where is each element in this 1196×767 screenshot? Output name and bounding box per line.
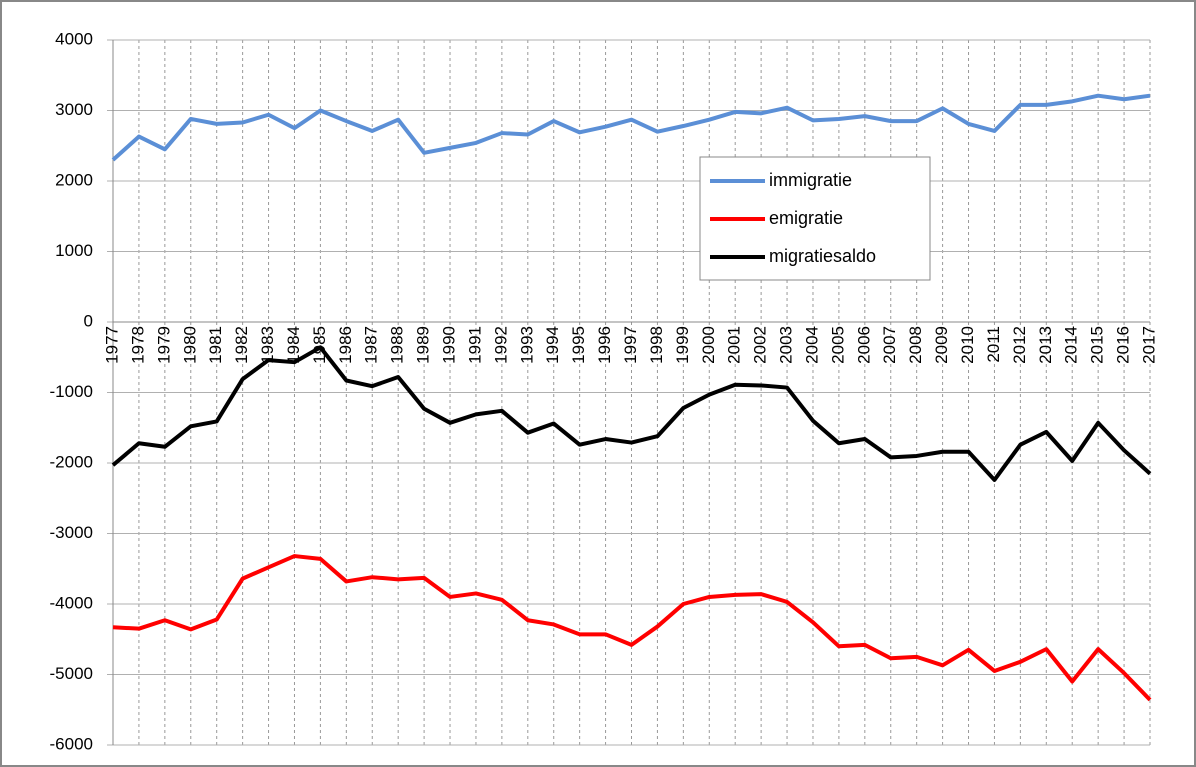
x-tick-label: 1983 [258,326,277,364]
x-tick-label: 2006 [854,326,873,364]
legend: immigratie emigratie migratiesaldo [699,156,931,281]
x-tick-label: 1982 [232,326,251,364]
x-tick-label: 2015 [1088,326,1107,364]
line-series [111,345,1152,482]
y-tick-label: -6000 [50,734,93,753]
x-tick-label: 1997 [621,326,640,364]
legend-label: emigratie [769,208,843,228]
x-tick-label: 1999 [673,326,692,364]
y-tick-label: -1000 [50,382,93,401]
x-tick-label: 1992 [491,326,510,364]
x-tick-label: 2010 [958,326,977,364]
y-tick-label: -5000 [50,664,93,683]
x-tick-label: 2012 [1010,326,1029,364]
x-tick-label: 2004 [802,326,821,364]
x-tick-label: 2000 [699,326,718,364]
line-series [111,93,1151,162]
legend-label: migratiesaldo [769,246,876,266]
x-tick-label: 1980 [180,326,199,364]
x-tick-label: 2013 [1036,326,1055,364]
x-tick-label: 1989 [414,326,433,364]
x-tick-label: 1977 [102,326,121,364]
x-tick-label: 2008 [906,326,925,364]
x-tick-label: 1985 [310,326,329,364]
y-tick-label: -2000 [50,452,93,471]
x-tick-label: 1984 [284,326,303,364]
x-tick-label: 1993 [517,326,536,364]
x-tick-label: 1990 [440,326,459,364]
x-tick-label: 2002 [751,326,770,364]
x-tick-label: 2001 [725,326,744,364]
x-tick-label: 1994 [543,326,562,364]
y-tick-label: -3000 [50,523,93,542]
x-tick-label: 1998 [647,326,666,364]
line-series [112,554,1152,702]
x-tick-label: 2005 [828,326,847,364]
x-tick-label: 1986 [336,326,355,364]
x-tick-label: 1988 [388,326,407,364]
x-tick-label: 2007 [880,326,899,364]
x-tick-label: 2009 [932,326,951,364]
y-tick-label: 0 [84,311,93,330]
y-tick-label: -4000 [50,593,93,612]
x-tick-label: 1987 [362,326,381,364]
x-tick-label: 1979 [154,326,173,364]
legend-label: immigratie [769,170,852,190]
x-tick-label: 2014 [1062,326,1081,364]
y-tick-label: 1000 [55,241,93,260]
y-tick-label: 3000 [55,100,93,119]
x-tick-label: 2016 [1114,326,1133,364]
x-tick-label: 2003 [777,326,796,364]
x-tick-label: 2011 [984,326,1003,363]
y-tick-label: 4000 [55,29,93,48]
x-tick-label: 1995 [569,326,588,364]
x-tick-label: 2017 [1139,326,1158,364]
x-tick-label: 1981 [206,326,225,364]
x-tick-label: 1978 [128,326,147,364]
x-tick-label: 1996 [595,326,614,364]
y-tick-label: 2000 [55,170,93,189]
x-tick-label: 1991 [465,326,484,364]
